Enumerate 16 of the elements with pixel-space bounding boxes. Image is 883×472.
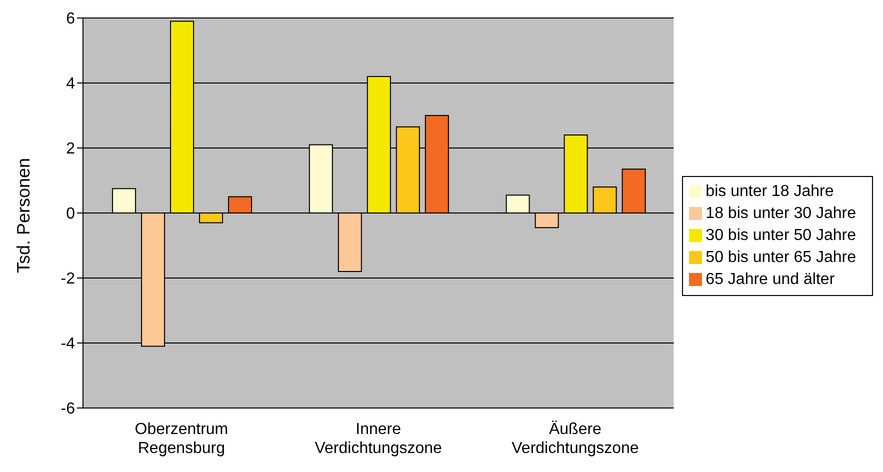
y-tick-label: -2: [60, 270, 76, 288]
legend-label: 65 Jahre und älter: [706, 271, 835, 288]
legend-label: bis unter 18 Jahre: [706, 183, 834, 200]
y-tick-label: 0: [66, 206, 76, 223]
y-tick-label: 6: [66, 10, 76, 28]
y-axis-title: Tsd. Personen: [13, 158, 34, 273]
legend-label: 18 bis unter 30 Jahre: [706, 205, 856, 222]
y-tick-label: 4: [66, 76, 76, 93]
y-tick-label: -4: [60, 336, 76, 353]
legend-label: 50 bis unter 65 Jahre: [706, 249, 856, 266]
legend-label: 30 bis unter 50 Jahre: [706, 227, 856, 244]
y-tick-label: -6: [60, 400, 76, 418]
x-tick-label: Oberzentrum Regensburg: [134, 421, 228, 457]
x-tick-label: Innere Verdichtungszone: [314, 421, 442, 457]
y-tick-label: 2: [66, 140, 76, 158]
x-tick-label: Äußere Verdichtungszone: [512, 420, 639, 457]
